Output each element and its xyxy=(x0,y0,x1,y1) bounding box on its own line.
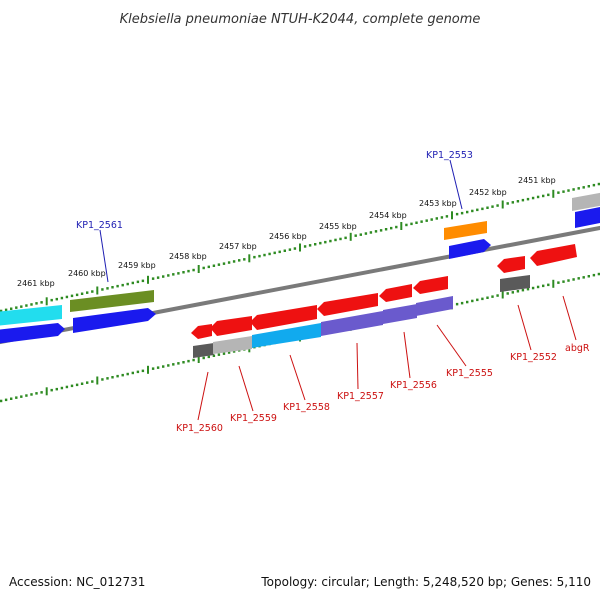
gene-label: KP1_2556 xyxy=(390,380,437,391)
genome-backbone xyxy=(0,225,600,345)
leader-line xyxy=(562,295,577,341)
gene-block xyxy=(321,311,383,336)
gene-label: KP1_2557 xyxy=(337,391,384,402)
cds-block xyxy=(379,284,412,302)
cds-block xyxy=(575,207,600,228)
ruler-upper xyxy=(0,182,600,313)
leader-line xyxy=(356,342,359,390)
gene-block xyxy=(193,343,214,358)
kbp-label: 2456 kbp xyxy=(269,232,307,241)
cds-block xyxy=(250,305,317,330)
gene-block xyxy=(70,290,154,312)
leader-line xyxy=(197,371,209,421)
gene-block xyxy=(252,323,321,348)
kbp-label: 2453 kbp xyxy=(419,199,457,208)
kbp-label: 2461 kbp xyxy=(17,279,55,288)
cds-block xyxy=(210,316,252,336)
map-title: Klebsiella pneumoniae NTUH-K2044, comple… xyxy=(120,12,481,27)
kbp-label: 2458 kbp xyxy=(169,252,207,261)
gene-label: KP1_2559 xyxy=(230,413,277,424)
kbp-label: 2455 kbp xyxy=(319,222,357,231)
plus-strand-genes xyxy=(0,192,600,344)
leader-line xyxy=(238,365,254,412)
cds-block xyxy=(413,276,448,294)
kbp-label: 2452 kbp xyxy=(469,188,507,197)
gene-label: KP1_2555 xyxy=(446,368,493,379)
leader-line xyxy=(449,159,463,210)
gene-label: KP1_2558 xyxy=(283,402,330,413)
leader-line xyxy=(289,354,306,401)
kbp-label: 2451 kbp xyxy=(518,176,556,185)
label-leaders-top xyxy=(99,159,463,283)
kbp-label: 2459 kbp xyxy=(118,261,156,270)
cds-block xyxy=(530,244,577,266)
gene-label: abgR xyxy=(565,343,590,354)
gene-block xyxy=(0,305,62,326)
genome-summary-text: Topology: circular; Length: 5,248,520 bp… xyxy=(260,575,591,589)
gene-block xyxy=(572,192,600,211)
gene-label: KP1_2552 xyxy=(510,352,557,363)
leader-line xyxy=(436,324,467,367)
gene-label: KP1_2560 xyxy=(176,423,223,434)
kbp-label: 2457 kbp xyxy=(219,242,257,251)
minus-strand-genes xyxy=(191,244,577,358)
leader-line xyxy=(99,229,109,283)
leader-line xyxy=(517,304,532,351)
label-leaders-bottom xyxy=(197,295,577,421)
cds-block xyxy=(497,256,525,273)
cds-block xyxy=(73,308,156,333)
cds-block xyxy=(0,323,65,344)
gene-label: KP1_2553 xyxy=(426,150,473,161)
cds-block xyxy=(191,324,212,339)
gene-block xyxy=(500,275,530,292)
kbp-label: 2454 kbp xyxy=(369,211,407,220)
leader-line xyxy=(403,331,411,379)
cds-block xyxy=(449,239,491,259)
gene-block xyxy=(213,336,252,354)
gene-block xyxy=(444,221,487,240)
gene-label: KP1_2561 xyxy=(76,220,123,231)
cds-block xyxy=(317,293,378,316)
gene-block xyxy=(416,296,453,316)
accession-text: Accession: NC_012731 xyxy=(9,575,145,589)
gene-block xyxy=(383,304,417,324)
kbp-label: 2460 kbp xyxy=(68,269,106,278)
